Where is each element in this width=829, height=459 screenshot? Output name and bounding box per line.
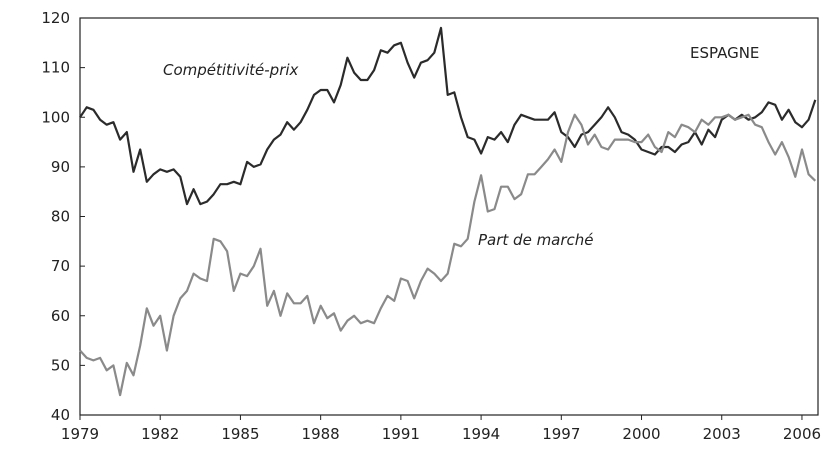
- series-line: [79, 26, 817, 206]
- y-tick-label: 80: [51, 208, 70, 226]
- y-tick-label: 100: [41, 108, 70, 126]
- y-tick-label: 90: [51, 158, 70, 176]
- x-tick-label: 2000: [622, 425, 660, 443]
- annotation: Part de marché: [478, 231, 594, 249]
- x-tick-label: 1994: [462, 425, 500, 443]
- x-tick-label: 2006: [783, 425, 821, 443]
- x-tick-label: 1982: [141, 425, 179, 443]
- annotation: Compétitivité-prix: [163, 61, 299, 79]
- y-tick-label: 120: [41, 9, 70, 27]
- x-tick-label: 1988: [302, 425, 340, 443]
- series-line: [79, 113, 817, 397]
- x-tick-label: 2003: [703, 425, 741, 443]
- y-tick-label: 60: [51, 307, 70, 325]
- y-tick-label: 70: [51, 257, 70, 275]
- x-tick-label: 1985: [221, 425, 259, 443]
- x-tick-label: 1997: [542, 425, 580, 443]
- x-tick-label: 1991: [382, 425, 420, 443]
- y-tick-label: 50: [51, 356, 70, 374]
- annotation: ESPAGNE: [690, 44, 759, 62]
- x-tick-label: 1979: [61, 425, 99, 443]
- y-tick-label: 40: [51, 406, 70, 424]
- y-tick-label: 110: [41, 59, 70, 77]
